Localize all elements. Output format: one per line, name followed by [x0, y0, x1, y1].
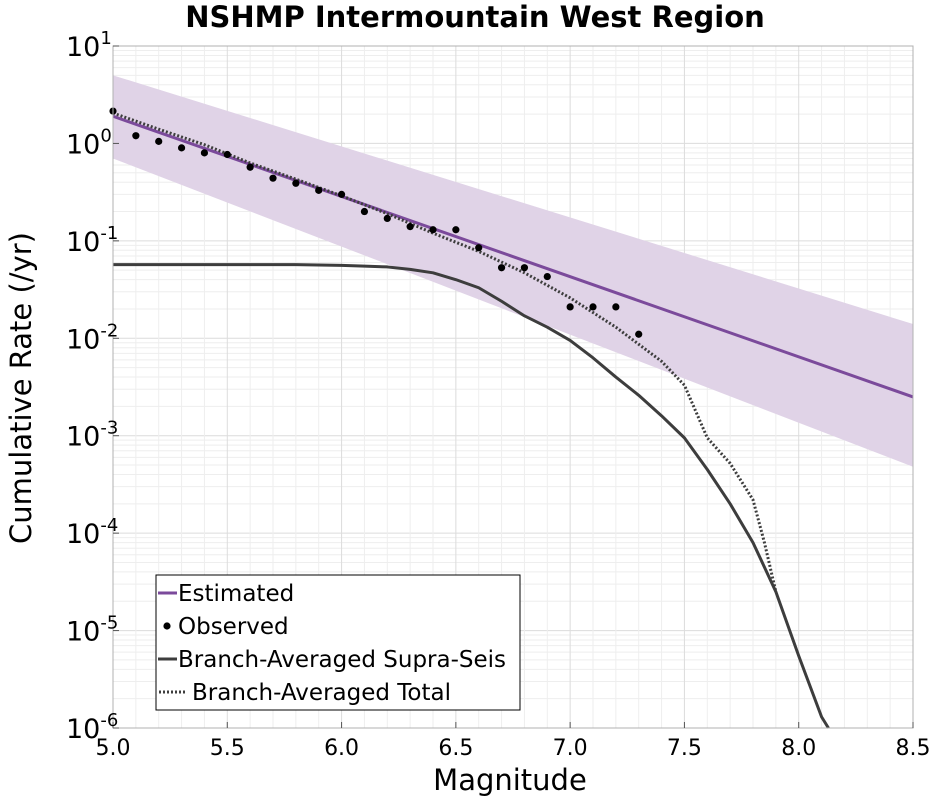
- observed-point: [383, 214, 391, 223]
- legend-label: Branch-Averaged Supra-Seis: [178, 647, 506, 673]
- observed-point: [177, 144, 186, 152]
- legend-item-branch-averaged-supra-seis: Branch-Averaged Supra-Seis: [158, 647, 506, 673]
- y-tick-exponent: -4: [100, 515, 118, 536]
- legend-marker-point: [163, 622, 171, 630]
- legend: Estimated Observed Branch-Averaged Supra-S…: [155, 574, 521, 711]
- observed-point: [589, 303, 597, 311]
- y-tick-exponent: -3: [100, 418, 118, 439]
- x-tick-label: 5.5: [210, 736, 245, 761]
- uncertainty-band: [113, 75, 913, 467]
- y-tick-label: 10-2: [66, 320, 118, 355]
- observed-point: [497, 264, 506, 272]
- observed-point: [360, 207, 369, 216]
- x-tick-label: 7.0: [553, 736, 588, 761]
- x-tick-label: 6.5: [438, 736, 473, 761]
- y-axis-ticks: 101 100 10-1 10-2 10-3 10-4 10-5 1 0 -6: [66, 28, 119, 745]
- series-lines: [112, 111, 914, 729]
- x-tick-label: 6.0: [324, 736, 359, 761]
- x-axis-label: Magnitude: [433, 763, 587, 797]
- y-tick-label: 100: [66, 125, 112, 160]
- x-axis-ticks: 5.0 5.5 6.0 6.5 7.0 7.5 8.0 8.5: [96, 722, 931, 761]
- y-tick-label: 10-3: [66, 418, 118, 453]
- legend-item-estimated: Estimated: [158, 581, 294, 607]
- uncertainty-band-area: [113, 75, 913, 467]
- observed-point: [475, 244, 483, 252]
- series-line-branch-averaged-supra-seis: [113, 263, 830, 729]
- legend-item-branch-averaged-total: Branch-Averaged Total: [159, 680, 451, 706]
- observed-point: [155, 137, 163, 145]
- legend-box: [155, 574, 521, 711]
- y-tick-exponent: 1: [100, 28, 111, 49]
- x-tick-label: 8.5: [896, 736, 931, 761]
- y-tick-label: 101: [66, 28, 112, 63]
- observed-point: [543, 272, 551, 281]
- x-tick-label: 7.5: [667, 736, 702, 761]
- observed-point: [292, 179, 300, 187]
- observed-point: [315, 186, 323, 194]
- y-tick-exponent: 0: [100, 125, 111, 146]
- y-tick-label: 10-4: [66, 515, 118, 550]
- observed-point: [429, 226, 437, 234]
- x-tick-label: 5.0: [96, 736, 131, 761]
- y-tick-label: 10-5: [66, 613, 118, 648]
- y-tick-exponent: -2: [100, 320, 118, 341]
- observed-point: [635, 330, 643, 338]
- series-line-estimated: [112, 114, 914, 399]
- y-tick-exponent: -5: [100, 613, 118, 634]
- observed-point: [520, 264, 529, 272]
- legend-label: Estimated: [178, 581, 294, 607]
- observed-point: [246, 163, 254, 171]
- y-tick-label: 10-1: [66, 223, 118, 258]
- chart-title: NSHMP Intermountain West Region: [185, 0, 765, 34]
- observed-point: [337, 190, 346, 198]
- y-axis-label: Cumulative Rate (/yr): [4, 232, 38, 544]
- observed-point: [452, 226, 460, 234]
- legend-label: Branch-Averaged Total: [192, 680, 451, 706]
- observed-point: [269, 174, 277, 182]
- legend-label: Observed: [178, 614, 289, 640]
- observed-point: [132, 132, 140, 140]
- observed-points: [109, 107, 643, 338]
- observed-point: [566, 303, 574, 311]
- x-tick-label: 8.0: [781, 736, 816, 761]
- observed-point: [406, 223, 414, 231]
- plot-frame: [112, 45, 914, 729]
- legend-item-observed: Observed: [163, 614, 289, 640]
- observed-point: [200, 149, 209, 157]
- y-tick-exponent: -6: [100, 710, 118, 731]
- y-tick-exponent: -1: [100, 223, 118, 244]
- observed-point: [223, 150, 231, 159]
- series-line-branch-averaged-total: [112, 111, 778, 593]
- observed-point: [612, 303, 620, 311]
